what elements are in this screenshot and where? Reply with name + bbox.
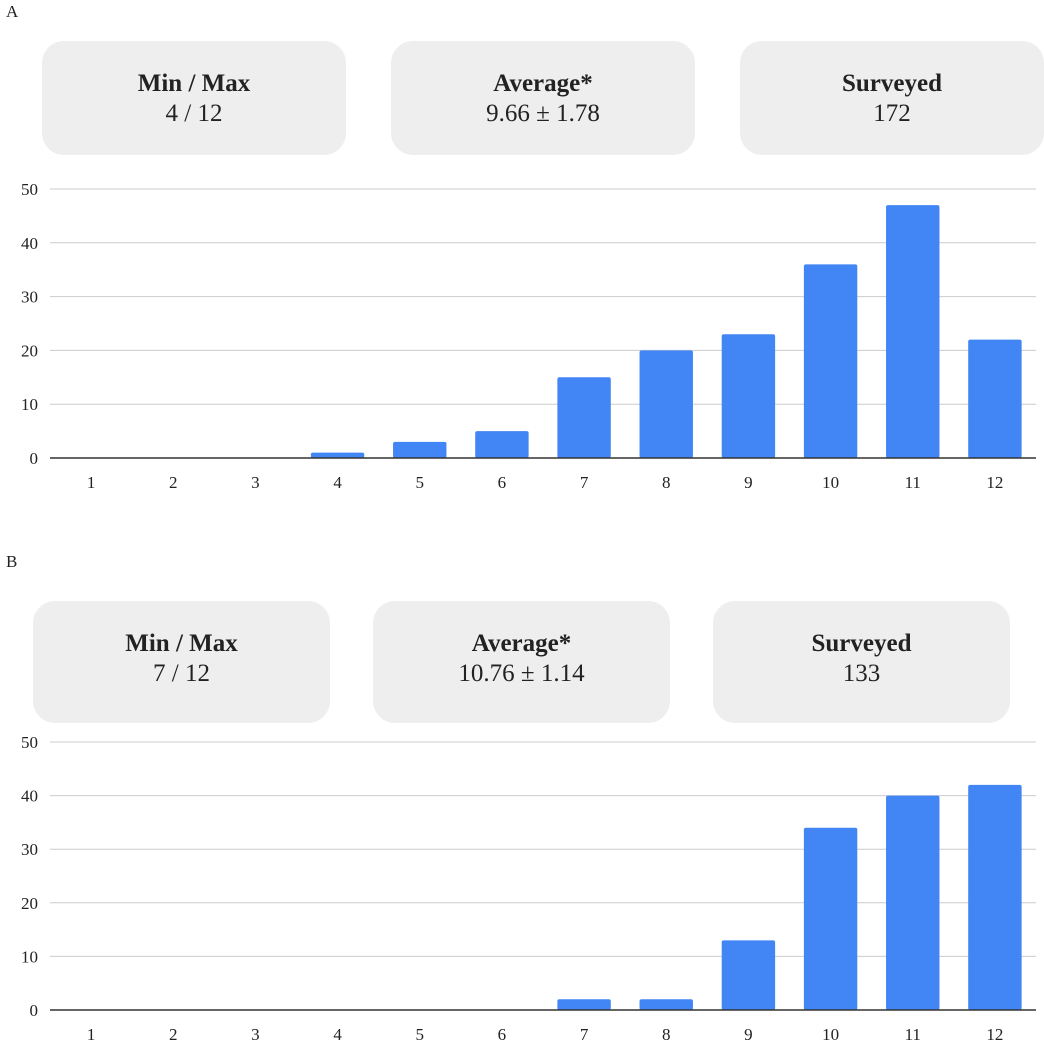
x-tick-label: 11: [905, 473, 921, 492]
bar: [886, 795, 940, 1010]
bar: [393, 441, 447, 458]
bar: [639, 350, 693, 458]
x-tick-label: 12: [986, 1025, 1003, 1044]
surveyed-card: Surveyed 172: [740, 41, 1044, 155]
x-tick-label: 1: [87, 473, 96, 492]
bar: [886, 205, 940, 458]
average-value: 9.66 ± 1.78: [486, 100, 600, 127]
y-tick-label: 40: [21, 787, 38, 806]
y-tick-label: 20: [21, 894, 38, 913]
y-tick-label: 30: [21, 840, 38, 859]
x-tick-label: 7: [580, 473, 589, 492]
y-tick-label: 50: [21, 180, 38, 199]
x-tick-label: 7: [580, 1025, 589, 1044]
bar: [803, 264, 858, 458]
min-max-value: 4 / 12: [165, 100, 223, 127]
bar: [557, 999, 611, 1010]
bar: [557, 377, 611, 458]
x-tick-label: 9: [744, 1025, 753, 1044]
x-tick-label: 3: [251, 1025, 260, 1044]
surveyed-value: 133: [842, 660, 881, 687]
y-tick-label: 20: [21, 341, 38, 360]
surveyed-title: Surveyed: [842, 70, 942, 97]
min-max-card: Min / Max 4 / 12: [42, 41, 346, 155]
y-tick-label: 40: [21, 234, 38, 253]
min-max-title: Min / Max: [137, 70, 251, 97]
y-tick-label: 0: [30, 449, 39, 468]
x-tick-label: 5: [416, 1025, 425, 1044]
bar: [475, 431, 529, 458]
panel-b: B Min / Max 7 / 12 Average* 10.76 ± 1.14…: [0, 552, 1044, 1050]
surveyed-value: 172: [873, 100, 911, 127]
y-tick-label: 50: [21, 733, 38, 752]
x-tick-label: 1: [87, 1025, 96, 1044]
average-title: Average*: [493, 70, 593, 97]
bar: [968, 784, 1022, 1010]
x-tick-label: 4: [333, 1025, 342, 1044]
x-tick-label: 10: [822, 1025, 839, 1044]
min-max-card: Min / Max 7 / 12: [33, 601, 330, 723]
x-tick-label: 12: [986, 473, 1003, 492]
bar: [721, 940, 776, 1010]
panel-a: A Min / Max 4 / 12 Average* 9.66 ± 1.78 …: [0, 0, 1044, 500]
panel-label: B: [6, 552, 18, 571]
y-tick-label: 0: [30, 1001, 39, 1020]
x-tick-label: 6: [498, 1025, 507, 1044]
bar: [310, 452, 365, 458]
y-tick-label: 30: [21, 288, 38, 307]
x-tick-label: 2: [169, 473, 178, 492]
bar: [639, 999, 693, 1010]
surveyed-card: Surveyed 133: [713, 601, 1010, 723]
x-tick-label: 5: [416, 473, 425, 492]
x-tick-label: 4: [333, 473, 342, 492]
min-max-value: 7 / 12: [153, 660, 210, 687]
min-max-title: Min / Max: [125, 630, 238, 657]
x-tick-label: 3: [251, 473, 260, 492]
y-tick-label: 10: [21, 947, 38, 966]
x-tick-label: 10: [822, 473, 839, 492]
panel-label: A: [6, 2, 19, 21]
x-tick-label: 8: [662, 1025, 671, 1044]
average-title: Average*: [471, 630, 572, 657]
bar: [721, 334, 776, 458]
x-tick-label: 11: [905, 1025, 921, 1044]
bar: [968, 339, 1022, 458]
average-value: 10.76 ± 1.14: [458, 660, 585, 687]
x-tick-label: 8: [662, 473, 671, 492]
bar: [803, 827, 858, 1010]
average-card: Average* 9.66 ± 1.78: [391, 41, 695, 155]
x-tick-label: 6: [498, 473, 507, 492]
average-card: Average* 10.76 ± 1.14: [373, 601, 670, 723]
x-tick-label: 2: [169, 1025, 178, 1044]
x-tick-label: 9: [744, 473, 753, 492]
surveyed-title: Surveyed: [811, 630, 912, 657]
y-tick-label: 10: [21, 395, 38, 414]
